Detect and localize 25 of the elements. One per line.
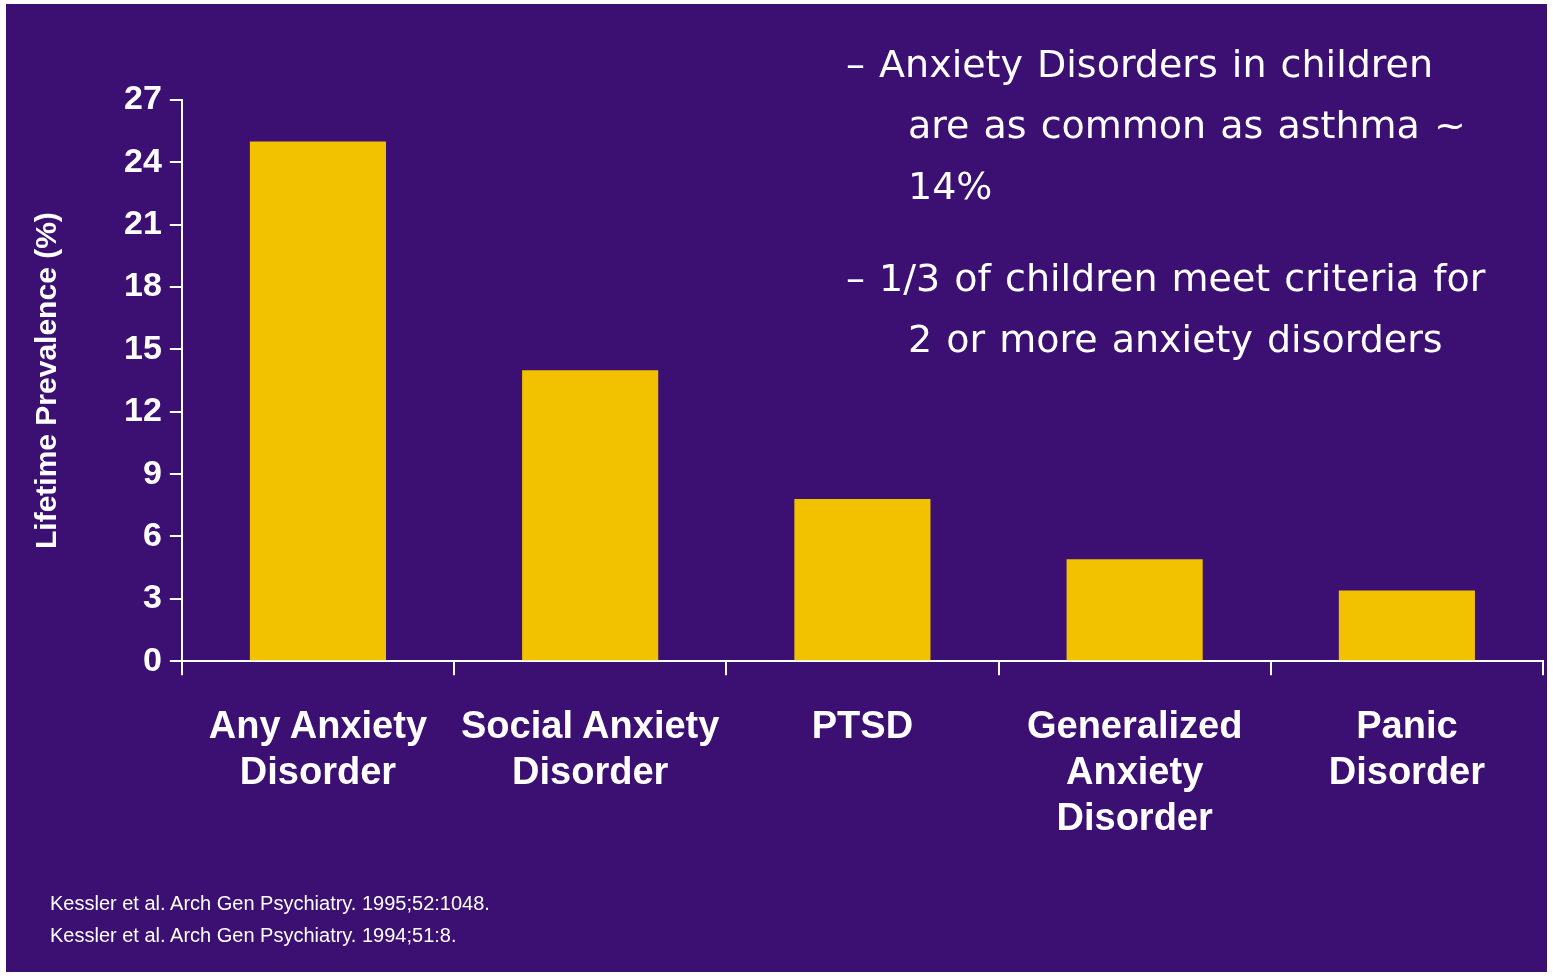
- y-tick-label: 12: [123, 390, 162, 429]
- y-tick-label: 3: [142, 577, 162, 616]
- y-tick-label: 18: [123, 265, 162, 304]
- y-tick-label: 21: [123, 203, 162, 242]
- y-tick-label: 9: [142, 452, 162, 491]
- y-axis-title: Lifetime Prevalence (%): [29, 212, 63, 549]
- y-tick-label: 15: [123, 327, 162, 366]
- bar: [249, 141, 386, 661]
- y-tick-label: 0: [142, 639, 162, 678]
- x-tick-label: Panic Disorder: [1328, 704, 1486, 793]
- text: Kessler et al. Arch Gen Psychiatry. 1995;52:1048.: [50, 892, 490, 915]
- bar: [1338, 590, 1475, 661]
- x-tick-label: Generalized Anxiety Disorder: [1026, 704, 1243, 838]
- y-tick-label: 24: [123, 140, 162, 179]
- annotation: – Anxiety Disorders in children are as common as asthma ~ 14%: [846, 41, 1467, 210]
- bar: [794, 499, 931, 661]
- bar: [522, 370, 659, 661]
- annotation: – 1/3 of children meet criteria for 2 or more anxiety disorders: [846, 255, 1487, 363]
- text: Kessler et al. Arch Gen Psychiatry. 1994;51:8.: [50, 924, 457, 947]
- y-tick-label: 6: [142, 514, 162, 553]
- x-tick-label: PTSD: [811, 704, 914, 747]
- x-tick-label: Social Anxiety Disorder: [460, 704, 720, 793]
- x-tick-label: Any Anxiety Disorder: [208, 704, 428, 793]
- y-tick-label: 27: [123, 78, 162, 117]
- bar: [1066, 559, 1203, 661]
